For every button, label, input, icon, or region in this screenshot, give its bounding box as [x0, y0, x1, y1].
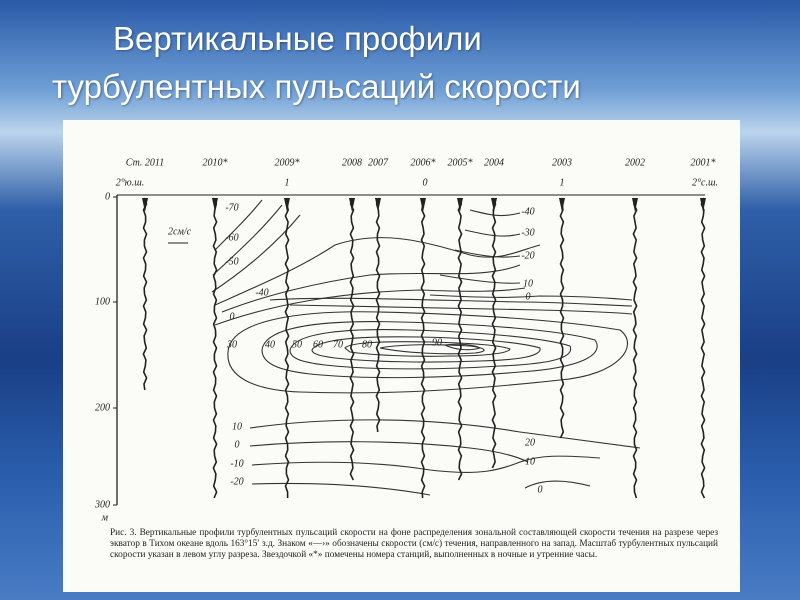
depth-label: 100	[95, 296, 110, 307]
velocity-profile	[420, 197, 426, 499]
contour-label: 80	[362, 339, 372, 350]
contour	[469, 209, 521, 217]
profile-top-marker	[632, 198, 638, 212]
contour	[464, 229, 521, 237]
contour	[269, 297, 633, 307]
contour-label: 70	[333, 339, 343, 350]
latitude-label: 2°ю.ш.	[116, 177, 145, 188]
contour	[261, 321, 598, 379]
title-line: турбулентных пульсаций скорости	[52, 68, 581, 105]
contour	[429, 294, 633, 301]
contour	[249, 419, 641, 449]
profile-top-marker	[284, 198, 290, 212]
depth-label: 300	[94, 499, 110, 510]
station-label: 2010*	[203, 157, 228, 168]
latitude-label: 2°с.ш.	[692, 177, 718, 188]
scale-label: 2см/с	[168, 226, 192, 237]
velocity-profile	[284, 197, 290, 498]
velocity-profile	[375, 197, 381, 433]
contour	[214, 287, 526, 326]
velocity-profile	[212, 197, 218, 499]
latitude-label: 1	[285, 177, 290, 188]
profile-top-marker	[142, 198, 148, 212]
contour-label: -20	[230, 476, 243, 487]
contour	[289, 304, 633, 315]
contour-label: -20	[521, 250, 534, 261]
contour-label: 0	[538, 484, 543, 495]
contour	[211, 214, 301, 293]
profile-top-marker	[420, 198, 426, 212]
contour-label: 10	[525, 456, 535, 467]
contour-label: 40	[265, 339, 275, 350]
contour-label: 90	[432, 337, 442, 348]
contour	[251, 455, 601, 473]
contour-label: -70	[225, 202, 238, 213]
contour	[251, 482, 431, 496]
station-label: Ст. 2011	[126, 157, 164, 168]
station-label: 2004	[484, 157, 504, 168]
velocity-profile	[559, 197, 565, 439]
station-label: 2003	[552, 157, 572, 168]
latitude-label: 1	[560, 177, 565, 188]
contour	[221, 264, 521, 313]
velocity-profile	[700, 197, 706, 499]
contour-label: 0	[526, 291, 531, 302]
contour	[227, 311, 629, 394]
station-label: 2001*	[691, 157, 716, 168]
velocity-profile	[142, 197, 148, 391]
velocity-profile	[349, 197, 355, 481]
contour-label: 60	[313, 339, 323, 350]
contour-label: -40	[255, 287, 268, 298]
contour	[249, 441, 529, 463]
station-label: 2008	[342, 157, 362, 168]
contour	[454, 249, 521, 258]
contour-label: 10	[232, 421, 242, 432]
profile-top-marker	[700, 198, 706, 212]
contour	[289, 328, 572, 370]
contour-label: -50	[225, 256, 238, 267]
profile-top-marker	[457, 198, 463, 212]
contour	[212, 204, 283, 276]
contour	[344, 341, 511, 357]
contour-label: 50	[292, 339, 302, 350]
title-line: Вертикальные профили	[113, 20, 482, 57]
contour-label: 0	[230, 311, 235, 322]
latitude-label: 0	[423, 177, 428, 188]
profile-top-marker	[212, 198, 218, 212]
contour	[439, 274, 521, 284]
contour	[524, 480, 591, 489]
contour-label: -10	[230, 458, 243, 469]
contour	[214, 237, 541, 306]
station-label: 2005*	[448, 157, 473, 168]
contour-label: -40	[521, 206, 534, 217]
contour-label: -60	[225, 232, 238, 243]
velocity-profile	[632, 197, 638, 499]
velocity-profile	[457, 197, 463, 481]
depth-unit: м	[101, 512, 109, 523]
profile-top-marker	[349, 198, 355, 212]
contour-label: 20	[525, 437, 535, 448]
station-label: 2002	[625, 157, 645, 168]
profile-top-marker	[375, 198, 381, 212]
contour-label: 0	[235, 439, 240, 450]
station-label: 2006*	[411, 157, 436, 168]
velocity-profile	[491, 197, 497, 469]
contour-label: 10	[523, 278, 533, 289]
station-label: 2007	[368, 157, 389, 168]
depth-label: 0	[105, 191, 110, 202]
contour	[443, 343, 482, 351]
profile-top-marker	[491, 198, 497, 212]
contour	[214, 199, 263, 251]
station-label: 2009*	[275, 157, 300, 168]
profile-top-marker	[559, 198, 565, 212]
contour	[311, 336, 541, 363]
contour-label: 30	[226, 339, 237, 350]
contour-label: -30	[521, 227, 534, 238]
figure-caption: Рис. 3. Вертикальные профили турбулентны…	[110, 528, 718, 560]
depth-label: 200	[95, 402, 110, 413]
